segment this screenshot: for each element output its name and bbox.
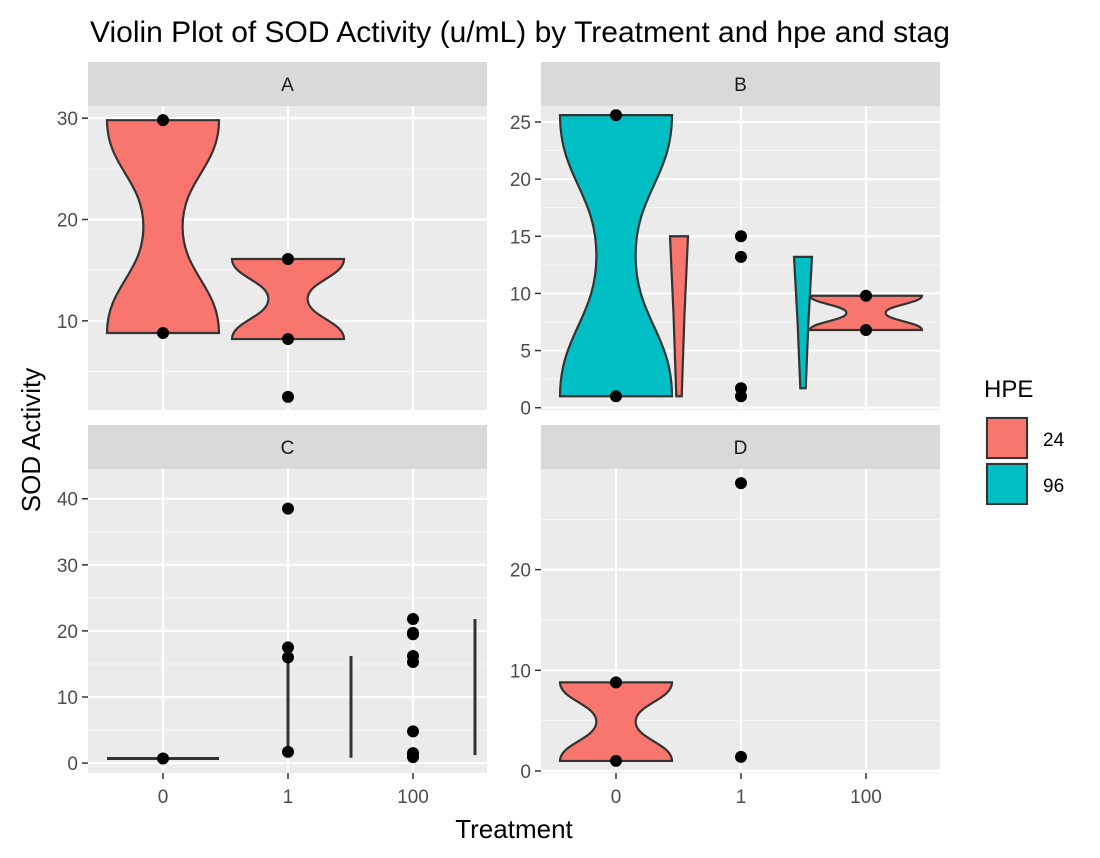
data-point [610,390,622,403]
y-tick-label: 20 [510,170,531,191]
data-point [282,253,294,266]
y-tick-label: 20 [57,622,78,643]
x-axis-title: Treatment [455,814,573,844]
violin-shape [668,235,690,398]
data-point [735,477,747,490]
data-point [157,752,169,765]
y-tick-label: 5 [520,342,531,363]
legend-swatch [986,463,1028,505]
y-tick-label: 30 [57,109,78,130]
legend: HPE 24 96 [984,376,1065,506]
y-tick-label: 10 [510,661,531,682]
chart-title: Violin Plot of SOD Activity (u/mL) by Tr… [90,16,950,49]
facet-panel-d: D 0 10 20 0 1 100 [510,425,940,808]
x-tick-label: 0 [611,787,622,808]
violin-shape [230,257,346,341]
data-point [407,655,419,668]
facet-strip-label: C [281,438,295,459]
y-tick-label: 25 [510,113,531,134]
data-point [735,230,747,243]
y-tick-label: 10 [57,688,78,709]
facet-strip [88,62,487,106]
data-point [157,326,169,339]
y-axis-title: SOD Activity [16,368,46,512]
x-tick-label: 1 [736,787,747,808]
y-tick-label: 10 [57,312,78,333]
data-point [407,613,419,626]
data-point [282,502,294,515]
legend-entries: 24 96 [985,416,1065,506]
data-point [610,754,622,767]
data-point [282,651,294,664]
data-point [735,250,747,263]
y-tick-label: 0 [67,754,78,775]
violin-shape [558,114,674,398]
violin-shape [808,294,924,332]
facet-panels: A 10 20 30 B 0 5 10 15 20 25 C 0 10 20 30 40 0 1 100 D 0 10 20 0… [57,62,940,808]
y-tick-label: 0 [520,762,531,783]
facet-strip [541,425,940,469]
legend-swatch [986,417,1028,459]
legend-title: HPE [984,376,1033,403]
y-tick-label: 0 [520,399,531,420]
facet-panel-a: A 10 20 30 [57,62,487,410]
x-tick-label: 100 [397,787,429,808]
x-tick-label: 0 [158,787,169,808]
violin-shape [792,255,814,390]
facet-strip-label: B [734,75,747,96]
data-point [860,289,872,302]
data-point [407,628,419,641]
y-tick-label: 10 [510,284,531,305]
data-point [407,725,419,738]
facet-strip-label: A [281,75,294,96]
facet-strip [88,425,487,469]
y-tick-label: 20 [57,210,78,231]
y-tick-label: 20 [510,561,531,582]
y-tick-label: 30 [57,556,78,577]
violin-shape [105,119,221,335]
data-point [282,333,294,346]
data-point [282,745,294,758]
data-point [282,390,294,403]
data-point [735,390,747,403]
data-point [407,751,419,764]
data-point [610,676,622,689]
data-point [735,750,747,763]
data-point [610,109,622,122]
facet-strip-label: D [734,438,748,459]
data-point [860,324,872,336]
facet-panel-c: C 0 10 20 30 40 0 1 100 [57,425,487,808]
violin-shape [558,681,674,763]
data-point [282,641,294,654]
legend-label: 96 [1043,476,1064,497]
data-point [157,114,169,127]
y-tick-label: 15 [510,227,531,248]
legend-label: 24 [1043,430,1065,451]
facet-panel-b: B 0 5 10 15 20 25 [510,62,940,420]
y-tick-label: 40 [57,490,78,511]
x-tick-label: 100 [850,787,882,808]
facet-strip [541,62,940,106]
x-tick-label: 1 [283,787,294,808]
